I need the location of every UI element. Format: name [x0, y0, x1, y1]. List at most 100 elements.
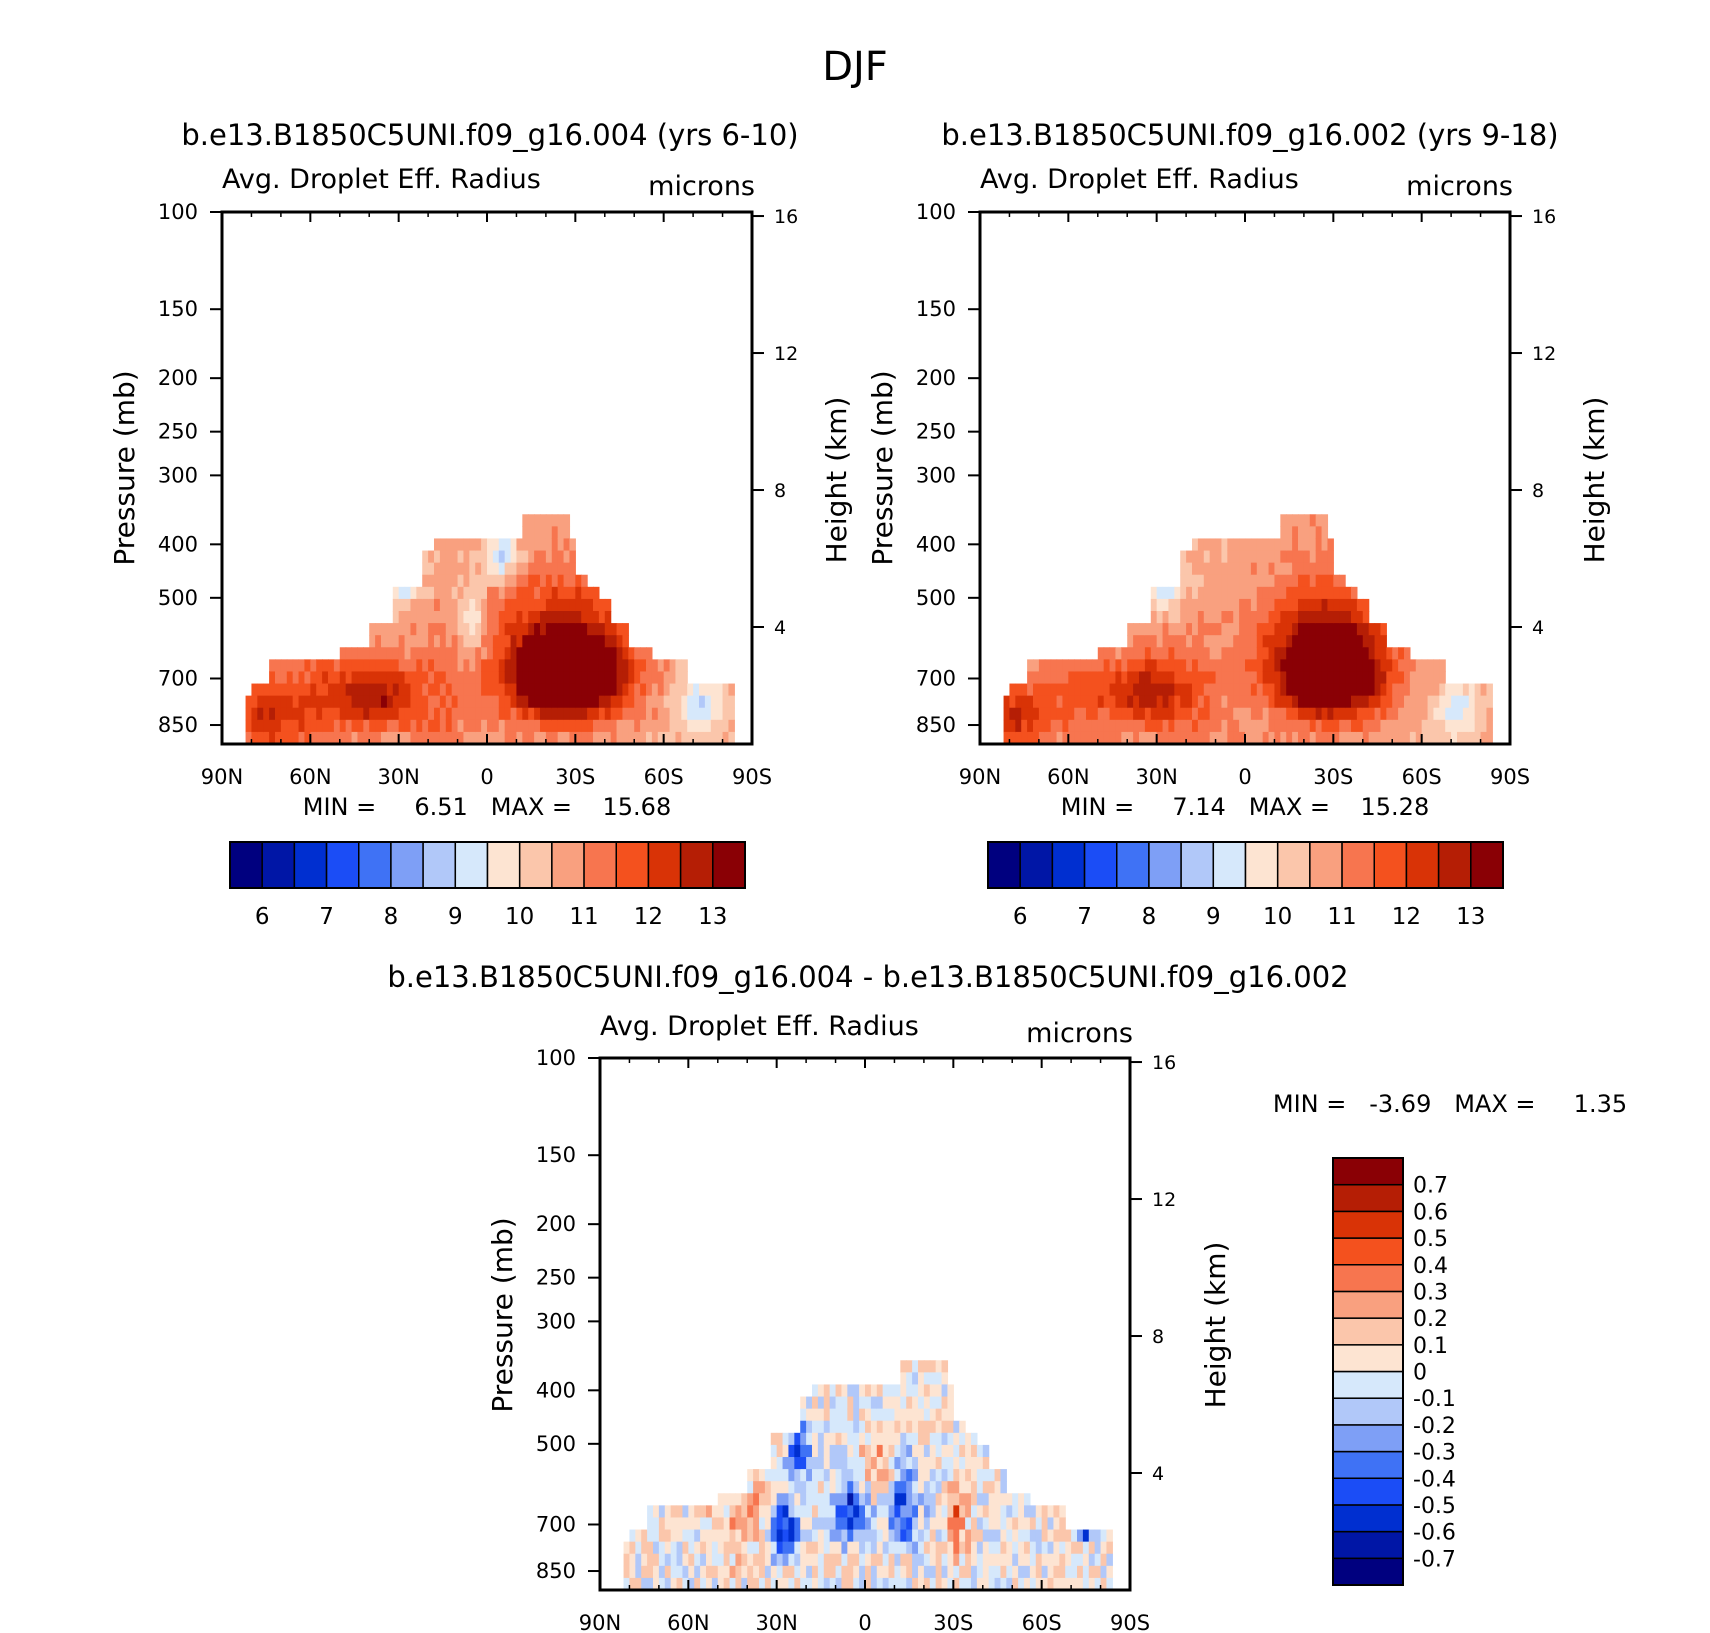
field-cell: [1315, 611, 1323, 624]
field-cell: [457, 635, 465, 648]
field-cell: [1292, 550, 1299, 564]
field-cell: [1018, 1553, 1025, 1567]
field-cell: [1315, 623, 1323, 636]
field-cell: [581, 719, 588, 733]
field-cell: [451, 586, 459, 600]
field-cell: [788, 1505, 795, 1519]
field-cell: [1094, 1565, 1102, 1579]
field-cell: [351, 671, 359, 685]
field-cell: [304, 659, 311, 673]
field-cell: [1203, 671, 1211, 685]
field-cell: [363, 695, 370, 709]
field-cell: [269, 683, 276, 697]
field-cell: [1427, 695, 1435, 709]
field-cell: [1133, 695, 1140, 709]
field-cell: [1038, 659, 1046, 673]
field-cell: [1351, 623, 1358, 636]
field-cell: [694, 1577, 701, 1591]
field-cell: [587, 586, 594, 600]
field-cell: [463, 683, 470, 697]
field-cell: [540, 623, 547, 636]
field-cell: [1333, 659, 1340, 673]
field-cell: [788, 1553, 795, 1567]
field-cell: [1321, 635, 1329, 648]
field-cell: [439, 611, 447, 624]
field-cell: [563, 683, 571, 697]
field-cell: [1156, 635, 1164, 648]
field-cell: [286, 695, 294, 709]
field-cell: [1274, 574, 1281, 588]
field-cell: [1012, 1541, 1019, 1555]
field-cell: [1233, 731, 1240, 745]
field-cell: [823, 1565, 831, 1579]
field-cell: [381, 647, 388, 660]
field-cell: [794, 1565, 801, 1579]
field-cell: [1339, 719, 1346, 733]
field-cell: [339, 671, 347, 685]
y-tick-label: 700: [158, 666, 198, 690]
field-cell: [298, 683, 306, 697]
y-tick-label: 850: [158, 713, 198, 737]
field-cell: [1362, 647, 1370, 660]
field-cell: [1203, 707, 1211, 721]
field-cell: [859, 1469, 866, 1482]
field-cells: [1003, 514, 1493, 745]
field-cell: [339, 707, 347, 721]
field-cell: [1286, 695, 1293, 709]
field-cell: [1427, 683, 1435, 697]
field-cell: [1197, 671, 1205, 685]
field-cell: [1086, 695, 1093, 709]
field-cell: [310, 671, 317, 685]
field-cell: [723, 1553, 731, 1567]
field-cell: [894, 1469, 901, 1482]
field-cell: [1286, 683, 1293, 697]
field-cell: [422, 611, 429, 624]
field-cell: [929, 1553, 937, 1567]
field-cell: [782, 1444, 790, 1458]
field-cell: [1106, 1565, 1113, 1579]
field-cell: [1024, 1553, 1031, 1567]
field-cell: [457, 659, 465, 673]
x-tick-label: 30S: [1313, 765, 1353, 789]
field-cell: [587, 671, 594, 685]
field-cell: [1457, 683, 1464, 697]
field-cell: [935, 1420, 943, 1434]
field-cell: [965, 1565, 972, 1579]
field-cell: [545, 598, 553, 612]
colorbar-box: [1332, 1424, 1404, 1453]
field-cell: [1068, 683, 1075, 697]
field-cell: [457, 647, 465, 660]
field-cell: [386, 659, 394, 673]
field-cell: [741, 1565, 748, 1579]
field-cell: [776, 1481, 784, 1494]
field-cell: [1097, 683, 1105, 697]
field-cell: [404, 719, 412, 733]
field-cell: [481, 707, 488, 721]
field-cell: [976, 1553, 984, 1567]
field-cell: [835, 1577, 843, 1591]
field-cell: [569, 635, 576, 648]
field-cell: [386, 623, 394, 636]
x-tick-label: 30N: [377, 765, 419, 789]
field-cell: [1097, 707, 1105, 721]
field-cell: [1082, 1577, 1090, 1591]
field-cell: [1262, 695, 1270, 709]
field-cell: [1197, 731, 1205, 745]
field-cell: [1245, 707, 1252, 721]
field-cell: [722, 683, 730, 697]
field-cell: [587, 731, 594, 745]
field-cell: [1033, 707, 1040, 721]
field-cell: [812, 1505, 819, 1519]
field-cell: [622, 719, 629, 733]
field-cell: [1047, 1541, 1055, 1555]
field-cell: [510, 550, 518, 564]
field-cell: [333, 671, 341, 685]
field-cell: [900, 1444, 907, 1458]
field-cell: [664, 1577, 672, 1591]
field-cell: [912, 1517, 919, 1531]
colorbar-box: [1180, 841, 1215, 889]
field-cell: [941, 1457, 949, 1470]
field-cell: [1280, 731, 1287, 745]
field-cell: [971, 1457, 978, 1470]
colorbar-box: [390, 841, 424, 889]
